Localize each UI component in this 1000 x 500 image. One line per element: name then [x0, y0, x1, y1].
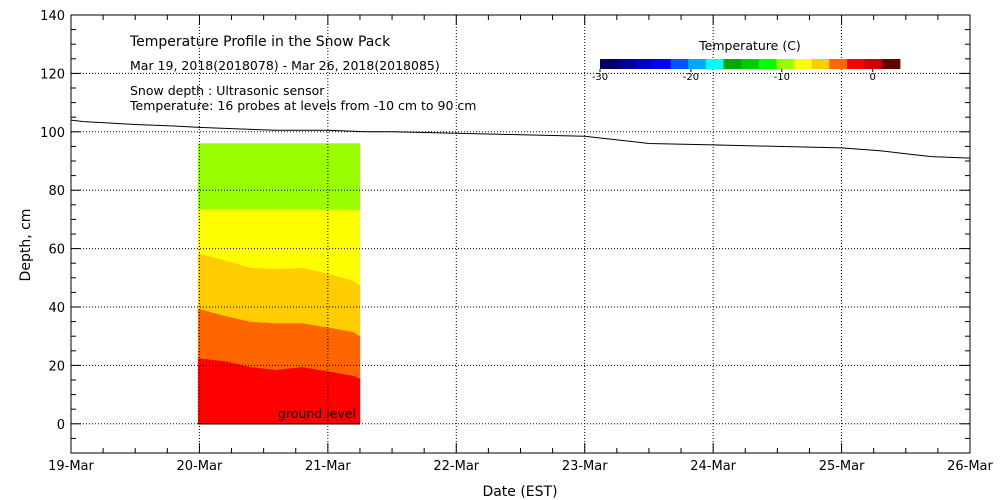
- colorbar-cell: [811, 59, 830, 69]
- x-tick-label: 24-Mar: [690, 459, 736, 474]
- x-tick-label: 21-Mar: [305, 459, 351, 474]
- y-tick-label: 120: [40, 67, 65, 82]
- note-temperature: Temperature: 16 probes at levels from -1…: [129, 98, 476, 113]
- y-tick-labels: 0 20 40 60 80 100 120 140: [40, 9, 65, 433]
- colorbar-cell: [776, 59, 795, 69]
- colorbar-cell: [670, 59, 689, 69]
- colorbar-ticks: -30 -20 -10 0: [592, 69, 876, 83]
- colorbar-cell: [864, 59, 883, 69]
- x-tick-label: 19-Mar: [48, 459, 94, 474]
- colorbar-cell: [882, 59, 901, 69]
- ground-level-label: ground level: [278, 406, 356, 421]
- colorbar-tick-label: -10: [774, 72, 790, 83]
- colorbar-cells: [600, 59, 901, 69]
- temperature-colorbar: Temperature (C) -30 -20 -10 0: [592, 38, 901, 83]
- colorbar-cell: [758, 59, 777, 69]
- y-tick-label: 0: [57, 418, 65, 433]
- y-tick-label: 100: [40, 126, 65, 141]
- x-axis-title: Date (EST): [482, 484, 557, 500]
- grid-lines: [71, 15, 970, 453]
- y-tick-label: 20: [48, 359, 65, 374]
- colorbar-title: Temperature (C): [698, 38, 801, 53]
- colorbar-tick-label: -20: [683, 72, 699, 83]
- axis-ticks: [70, 14, 971, 454]
- temperature-band-5: [197, 143, 361, 211]
- colorbar-cell: [794, 59, 813, 69]
- x-tick-label: 20-Mar: [177, 459, 223, 474]
- colorbar-cell: [705, 59, 724, 69]
- colorbar-cell: [688, 59, 707, 69]
- x-tick-label: 22-Mar: [433, 459, 479, 474]
- y-tick-label: 60: [48, 243, 65, 258]
- colorbar-cell: [617, 59, 636, 69]
- colorbar-cell: [635, 59, 654, 69]
- x-tick-labels: 19-Mar 20-Mar 21-Mar 22-Mar 23-Mar 24-Mar 25-M…: [48, 459, 993, 474]
- colorbar-cell: [829, 59, 848, 69]
- colorbar-cell: [723, 59, 742, 69]
- colorbar-cell: [741, 59, 760, 69]
- x-tick-label: 23-Mar: [562, 459, 608, 474]
- colorbar-cell: [600, 59, 619, 69]
- y-axis-title: Depth, cm: [18, 209, 34, 282]
- y-tick-label: 80: [48, 184, 65, 199]
- temperature-bands: [197, 143, 361, 425]
- colorbar-cell: [652, 59, 671, 69]
- colorbar-cell: [847, 59, 866, 69]
- chart-title: Temperature Profile in the Snow Pack: [129, 34, 391, 50]
- snow-depth-line: [70, 119, 971, 159]
- colorbar-tick-label: 0: [870, 72, 876, 83]
- y-tick-label: 140: [40, 9, 65, 24]
- colorbar-tick-label: -30: [592, 72, 608, 83]
- y-tick-label: 40: [48, 301, 65, 316]
- chart-subtitle: Mar 19, 2018(2018078) - Mar 26, 2018(201…: [130, 58, 440, 73]
- x-tick-label: 26-Mar: [947, 459, 993, 474]
- x-tick-label: 25-Mar: [819, 459, 865, 474]
- note-snow-depth: Snow depth : Ultrasonic sensor: [130, 83, 325, 98]
